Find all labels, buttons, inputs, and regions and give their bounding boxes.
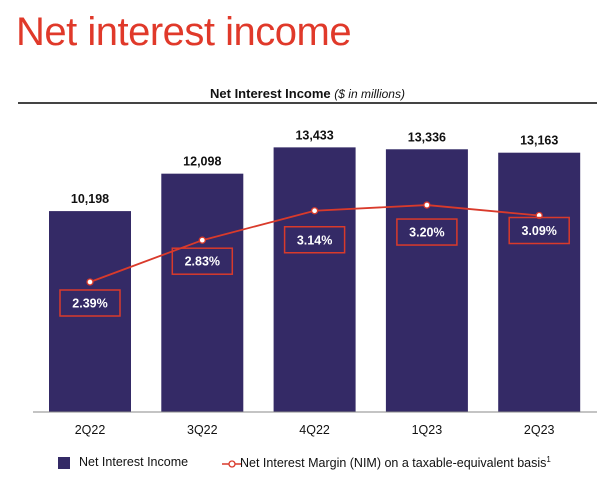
x-tick-label: 4Q22 bbox=[299, 423, 330, 437]
title-divider bbox=[18, 102, 597, 104]
bar-value-label: 13,336 bbox=[408, 130, 446, 144]
page-title: Net interest income bbox=[16, 10, 352, 54]
nim-label-box bbox=[283, 226, 346, 254]
nim-label-box bbox=[59, 289, 121, 317]
bar-2Q23 bbox=[498, 152, 581, 412]
chart-title-text: Net Interest Income bbox=[210, 86, 331, 101]
chart-title-unit: ($ in millions) bbox=[334, 87, 405, 101]
nim-point bbox=[86, 278, 94, 286]
bar-2Q22 bbox=[49, 211, 131, 412]
nim-point bbox=[198, 236, 206, 244]
bar-value-label: 13,433 bbox=[295, 128, 333, 142]
nim-value-label: 3.20% bbox=[409, 226, 444, 240]
x-tick-label: 1Q23 bbox=[412, 423, 443, 437]
bar-4Q22 bbox=[273, 147, 356, 412]
nim-label-box bbox=[508, 216, 570, 245]
legend-label-line: Net Interest Margin (NIM) on a taxable-e… bbox=[240, 455, 551, 471]
nim-value-label: 2.39% bbox=[72, 297, 107, 311]
bar-value-label: 12,098 bbox=[183, 155, 221, 169]
x-tick-label: 2Q23 bbox=[524, 423, 555, 437]
nim-point bbox=[310, 207, 319, 215]
legend-swatch-line bbox=[222, 460, 242, 468]
bar-value-label: 10,198 bbox=[71, 192, 109, 206]
bar-3Q22 bbox=[161, 173, 244, 412]
chart-title: Net Interest Income ($ in millions) bbox=[0, 86, 615, 101]
nim-value-label: 2.83% bbox=[185, 255, 220, 269]
x-tick-label: 2Q22 bbox=[75, 423, 106, 437]
nim-value-label: 3.14% bbox=[297, 233, 332, 247]
nim-point bbox=[423, 201, 431, 209]
chart: 10,198 2Q22 12,098 3Q22 13,433 4Q22 13,336 1Q23… bbox=[33, 128, 597, 437]
legend-swatch-bar bbox=[58, 457, 70, 469]
bar-value-label: 13,163 bbox=[520, 134, 558, 148]
nim-label-box bbox=[396, 218, 458, 246]
x-tick-label: 3Q22 bbox=[187, 423, 218, 437]
nim-label-box bbox=[171, 247, 234, 275]
nim-value-label: 3.09% bbox=[521, 224, 556, 238]
bar-1Q23 bbox=[385, 149, 468, 412]
legend-label-bar: Net Interest Income bbox=[79, 455, 189, 469]
